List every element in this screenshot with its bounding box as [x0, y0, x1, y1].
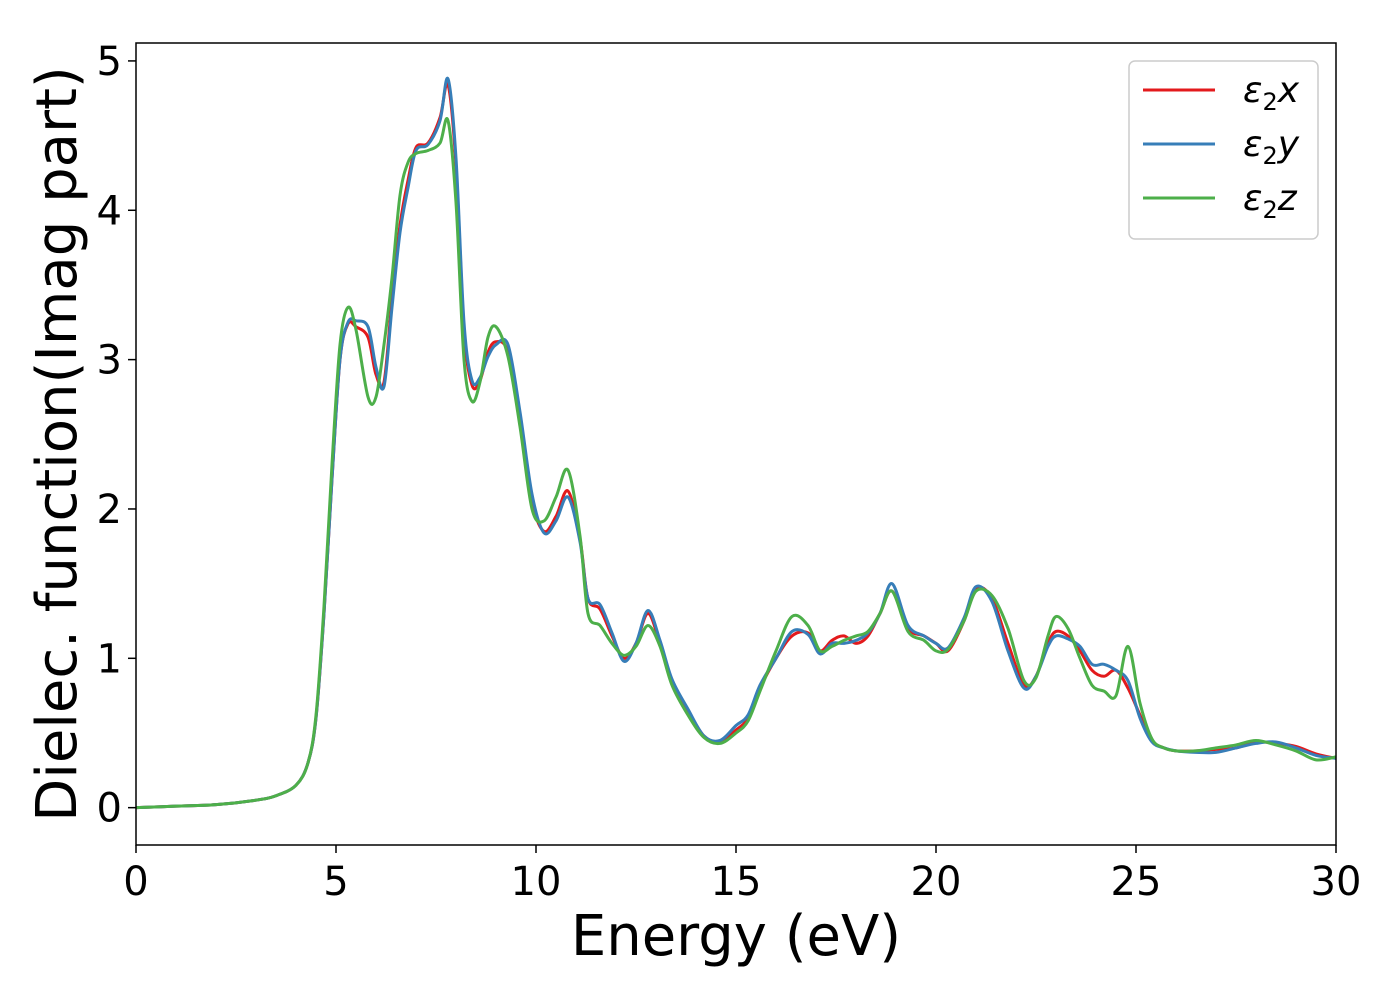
legend-label-y: ε2y — [1243, 124, 1300, 170]
legend-label-x: ε2x — [1243, 70, 1300, 116]
y-tick-label: 0 — [97, 786, 122, 832]
series-line-z — [136, 117, 1336, 810]
x-axis-title: Energy (eV) — [571, 904, 901, 969]
y-axis: 0 1 2 3 4 5 — [97, 39, 136, 832]
y-axis-title: Dielec. function(Imag part) — [25, 66, 90, 822]
y-tick-label: 3 — [97, 338, 122, 384]
legend-label-z: ε2z — [1243, 178, 1298, 224]
x-tick-label: 5 — [323, 859, 348, 905]
y-tick-label: 5 — [97, 39, 122, 85]
legend-box — [1128, 60, 1319, 240]
legend: ε2x ε2y ε2z — [1128, 60, 1319, 240]
x-tick-label: 0 — [123, 859, 148, 905]
y-tick-label: 2 — [97, 487, 122, 533]
x-tick-label: 20 — [911, 859, 962, 905]
x-tick-label: 25 — [1111, 859, 1162, 905]
x-tick-label: 30 — [1311, 859, 1362, 905]
series-layer — [136, 76, 1336, 810]
series-line-y — [136, 76, 1336, 810]
y-tick-label: 4 — [97, 188, 122, 234]
y-tick-label: 1 — [97, 636, 122, 682]
x-tick-label: 10 — [511, 859, 562, 905]
x-axis: 0 5 10 15 20 25 30 — [123, 845, 1361, 905]
x-tick-label: 15 — [711, 859, 762, 905]
